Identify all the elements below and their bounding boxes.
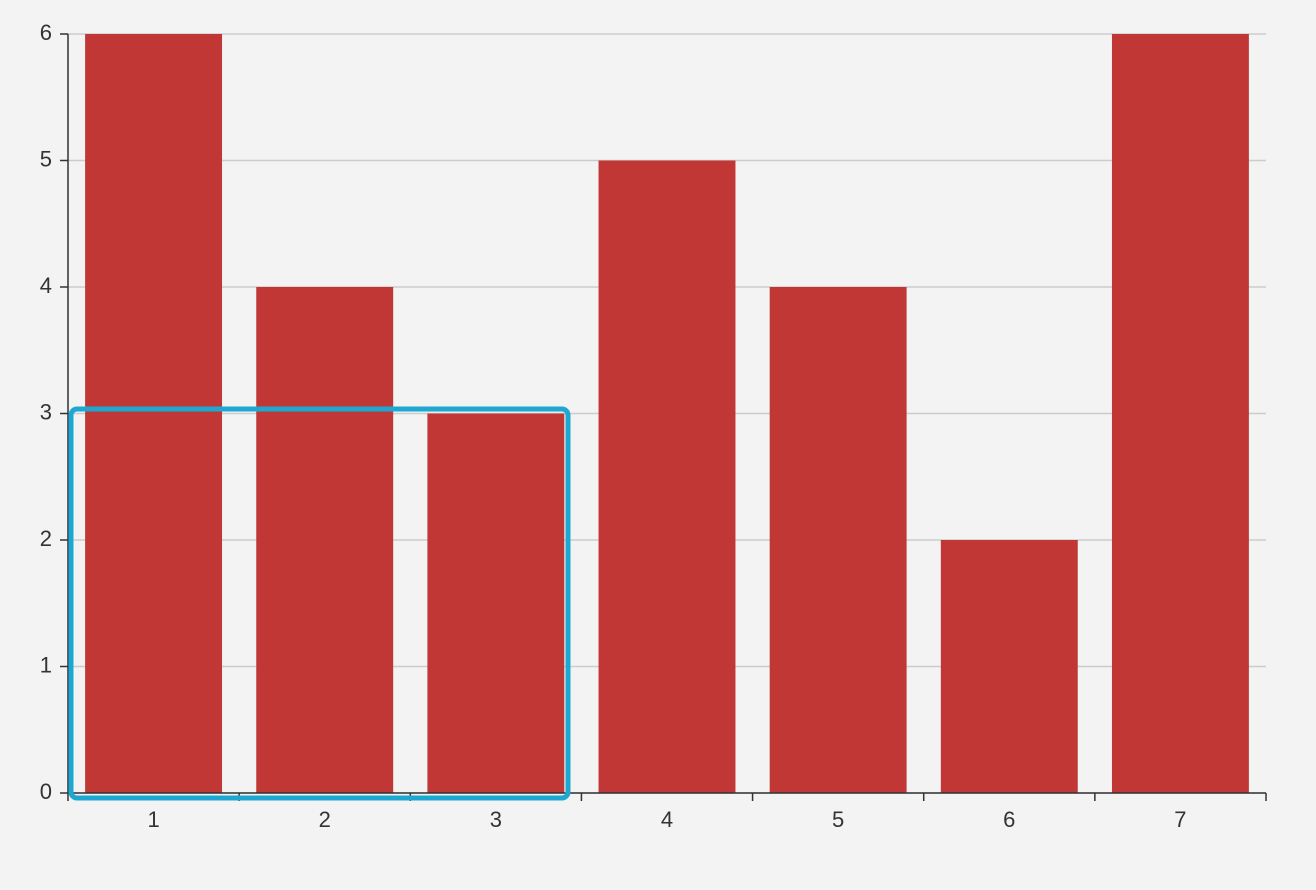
x-tick-label: 4 [661,807,673,832]
x-tick-label: 7 [1174,807,1186,832]
y-tick-label: 6 [40,20,52,45]
y-tick-label: 5 [40,146,52,171]
bars [85,34,1249,793]
y-tick-label: 3 [40,399,52,424]
y-tick-label: 1 [40,652,52,677]
bar [769,287,907,793]
x-tick-label: 1 [147,807,159,832]
brush-selection[interactable] [68,406,571,801]
bar [1111,34,1249,793]
labels: 0 1 2 3 4 5 6 1 2 3 4 5 6 7 [40,20,1267,832]
bar [85,34,223,793]
bar [427,413,565,793]
x-tick-label: 2 [319,807,331,832]
y-tick-label: 4 [40,273,52,298]
x-tick-label: 6 [1003,807,1015,832]
y-tick-label: 0 [40,779,52,804]
x-tick-label: 5 [832,807,844,832]
bar [598,160,736,793]
bar [940,540,1078,793]
y-tick-label: 2 [40,526,52,551]
x-tick-label: 3 [490,807,502,832]
bar [256,287,394,793]
